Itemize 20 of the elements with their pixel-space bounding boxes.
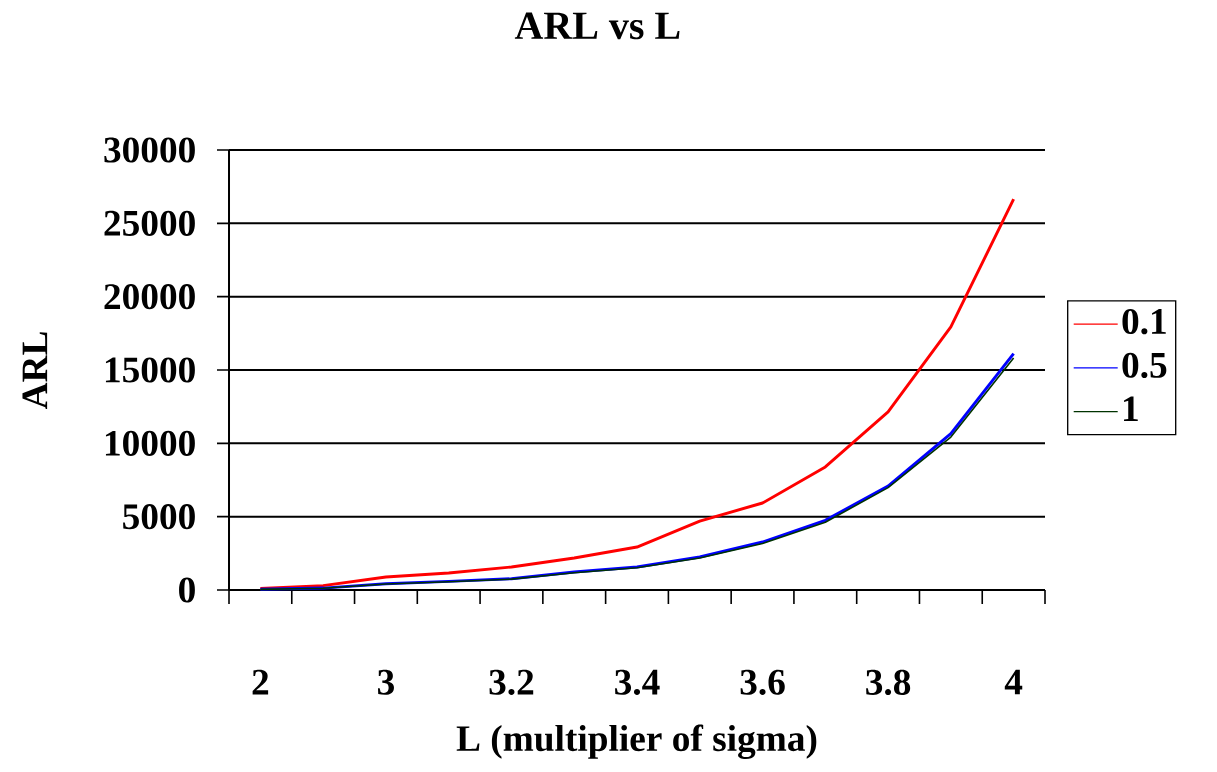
x-tick-label: 3 xyxy=(378,669,394,696)
chart-title: ARL vs L xyxy=(514,12,680,40)
x-axis-title: L (multiplier of sigma) xyxy=(456,724,817,760)
x-tick-label: 3.6 xyxy=(740,669,785,696)
y-tick-label: 0 xyxy=(179,577,195,603)
y-tick-label: 15000 xyxy=(105,357,195,383)
x-tick-label: 3.4 xyxy=(615,669,660,696)
x-tick-label: 3.8 xyxy=(866,669,911,696)
x-tick-label: 2 xyxy=(252,669,269,695)
legend-label: 0.1 xyxy=(1122,309,1166,335)
legend-label: 1 xyxy=(1124,396,1138,422)
y-tick-label: 25000 xyxy=(104,210,195,237)
y-tick-label: 5000 xyxy=(123,504,195,530)
legend-label: 0.5 xyxy=(1122,352,1167,379)
y-tick-label: 10000 xyxy=(105,430,195,457)
y-tick-label: 20000 xyxy=(104,284,195,310)
x-tick-label: 4 xyxy=(1004,669,1023,695)
y-tick-label: 30000 xyxy=(104,137,195,163)
y-axis-title: ARL xyxy=(22,332,48,410)
x-tick-label: 3.2 xyxy=(489,669,534,696)
